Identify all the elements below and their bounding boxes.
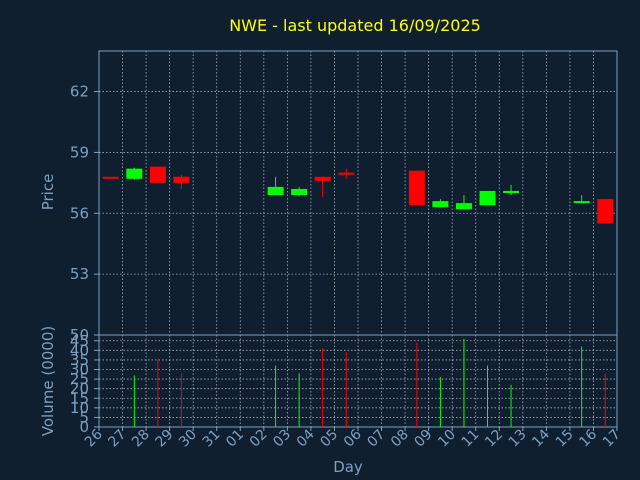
x-tick-label: 10	[435, 427, 459, 451]
candle-body	[503, 190, 520, 193]
candle-body	[455, 203, 472, 210]
volume-tick-label: 35	[70, 351, 89, 369]
x-tick-label: 08	[388, 427, 412, 451]
candle-body	[408, 170, 425, 206]
volume-axis-label: Volume (0000)	[39, 326, 57, 436]
x-tick-label: 15	[553, 427, 577, 451]
volume-tick-label: 15	[70, 389, 89, 407]
x-tick-label: 01	[223, 427, 247, 451]
x-tick-label: 29	[153, 427, 177, 451]
price-tick-label: 56	[70, 204, 89, 222]
candle-body	[102, 176, 119, 179]
candle-body	[267, 186, 284, 196]
candle-body	[338, 172, 355, 175]
volume-tick-label: 45	[70, 332, 89, 350]
x-tick-label: 05	[317, 427, 341, 451]
x-tick-label: 02	[247, 427, 271, 451]
volume-tick-label: 10	[70, 399, 89, 417]
x-axis-label: Day	[333, 458, 363, 476]
x-tick-label: 11	[459, 427, 483, 451]
x-tick-label: 17	[600, 427, 624, 451]
candle-body	[479, 190, 496, 206]
volume-bars	[133, 338, 606, 427]
volume-tick-label: 0	[79, 418, 89, 436]
candle-body	[314, 176, 331, 181]
volume-tick-label: 30	[70, 361, 89, 379]
candles	[102, 166, 614, 224]
volume-grid	[98, 335, 618, 428]
candle-body	[149, 166, 166, 183]
x-tick-label: 31	[200, 427, 224, 451]
candle-body	[126, 168, 143, 179]
x-tick-label: 12	[482, 427, 506, 451]
candle-body	[432, 201, 449, 208]
x-tick-label: 14	[529, 426, 553, 450]
volume-tick-label: 25	[70, 370, 89, 388]
x-tick-label: 27	[105, 427, 129, 451]
x-tick-label: 16	[576, 426, 600, 450]
price-axis-label: Price	[39, 174, 57, 211]
x-tick-label: 03	[270, 427, 294, 451]
volume-tick-label: 5	[79, 408, 89, 426]
price-tick-label: 50	[70, 326, 89, 344]
volume-tick-label: 40	[70, 341, 89, 359]
chart-title: NWE - last updated 16/09/2025	[229, 16, 481, 35]
x-tick-label: 04	[294, 426, 318, 450]
candle-body	[173, 176, 190, 183]
x-ticks: 26 27 28 29 30 31 01 02 03 04 05 06 07 08 09 10 11 12 13 14…	[82, 426, 624, 450]
x-tick-label: 28	[129, 427, 153, 451]
price-y-ticks: 50 53 56 59 62	[70, 83, 99, 344]
x-tick-label: 13	[506, 427, 530, 451]
candle-body	[573, 201, 590, 204]
x-tick-label: 30	[176, 427, 200, 451]
x-tick-label: 06	[341, 426, 365, 450]
price-tick-label: 62	[70, 83, 89, 101]
candle-body	[597, 199, 614, 224]
volume-tick-label: 20	[70, 380, 89, 398]
price-tick-label: 53	[70, 265, 89, 283]
candle-body	[291, 188, 308, 196]
price-grid	[98, 51, 618, 336]
x-tick-label: 07	[364, 427, 388, 451]
x-tick-label: 09	[412, 427, 436, 451]
price-tick-label: 59	[70, 143, 89, 161]
